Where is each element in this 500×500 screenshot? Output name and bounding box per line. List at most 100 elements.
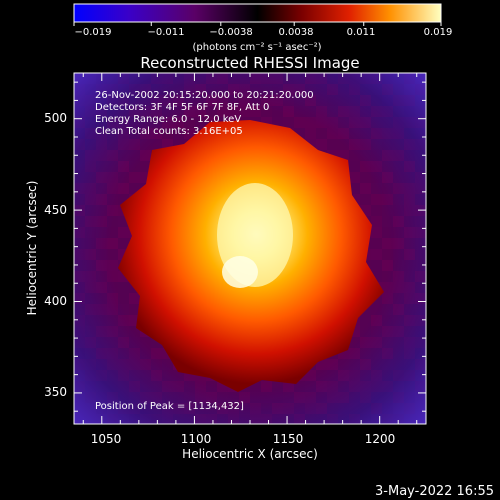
heatmap-pixel (360, 73, 371, 84)
heatmap-pixel (129, 139, 140, 150)
heatmap-pixel (96, 304, 107, 315)
heatmap-pixel (415, 260, 426, 271)
heatmap-pixel (85, 271, 96, 282)
heatmap-pixel (74, 84, 85, 95)
heatmap-pixel (140, 139, 151, 150)
heatmap-pixel (217, 414, 228, 425)
heatmap-pixel (85, 282, 96, 293)
heatmap-pixel (316, 106, 327, 117)
heatmap-pixel (360, 359, 371, 370)
heatmap-pixel (371, 381, 382, 392)
heatmap-pixel (327, 106, 338, 117)
heatmap-pixel (371, 326, 382, 337)
heatmap-pixel (349, 370, 360, 381)
heatmap-pixel (184, 392, 195, 403)
heatmap-pixel (371, 117, 382, 128)
heatmap-pixel (85, 128, 96, 139)
heatmap-pixel (305, 370, 316, 381)
heatmap-pixel (360, 392, 371, 403)
heatmap-pixel (261, 106, 272, 117)
heatmap-pixel (250, 392, 261, 403)
heatmap-pixel (129, 359, 140, 370)
heatmap-pixel (173, 128, 184, 139)
heatmap-pixel (283, 392, 294, 403)
heatmap-pixel (151, 359, 162, 370)
heatmap-pixel (360, 95, 371, 106)
heatmap-pixel (316, 84, 327, 95)
heatmap-pixel (162, 95, 173, 106)
heatmap-pixel (140, 370, 151, 381)
heatmap-pixel (327, 370, 338, 381)
heatmap-pixel (96, 271, 107, 282)
heatmap-pixel (327, 128, 338, 139)
heatmap-pixel (217, 95, 228, 106)
heatmap-pixel (415, 106, 426, 117)
heatmap-pixel (151, 414, 162, 424)
heatmap-pixel (371, 183, 382, 194)
heatmap-pixel (382, 348, 393, 359)
heatmap-pixel (74, 227, 85, 238)
heatmap-pixel (151, 106, 162, 117)
heatmap-pixel (404, 326, 415, 337)
heatmap-pixel (250, 73, 261, 84)
heatmap-pixel (261, 381, 272, 392)
heatmap-pixel (371, 337, 382, 348)
heatmap-pixel (272, 84, 283, 95)
heatmap-pixel (85, 370, 96, 381)
heatmap-pixel (404, 260, 415, 271)
heatmap-pixel (74, 139, 85, 150)
heatmap-pixel (217, 84, 228, 95)
heatmap-pixel (151, 348, 162, 359)
heatmap-pixel (294, 84, 305, 95)
heatmap-pixel (96, 128, 107, 139)
heatmap-pixel (173, 95, 184, 106)
heatmap-pixel (85, 348, 96, 359)
heatmap-pixel (382, 172, 393, 183)
heatmap-pixel (85, 381, 96, 392)
heatmap-pixel (250, 381, 261, 392)
heatmap-pixel (393, 260, 404, 271)
heatmap-pixel (184, 73, 195, 84)
heatmap-pixel (371, 139, 382, 150)
heatmap-pixel (360, 370, 371, 381)
x-tick-label: 1100 (181, 432, 212, 446)
heatmap-pixel (393, 271, 404, 282)
heatmap-pixel (151, 117, 162, 128)
heatmap-pixel (404, 73, 415, 84)
heatmap-pixel (349, 95, 360, 106)
heatmap-pixel (228, 106, 239, 117)
heatmap-pixel (184, 128, 195, 139)
heatmap-pixel (118, 106, 129, 117)
heatmap-pixel (338, 403, 349, 414)
heatmap-pixel (129, 315, 140, 326)
heatmap-pixel (283, 84, 294, 95)
heatmap-pixel (349, 84, 360, 95)
heatmap-pixel (360, 139, 371, 150)
heatmap-pixel (327, 95, 338, 106)
heatmap-pixel (393, 227, 404, 238)
heatmap-pixel (173, 403, 184, 414)
heatmap-pixel (228, 95, 239, 106)
heatmap-pixel (338, 95, 349, 106)
heatmap-pixel (272, 106, 283, 117)
heatmap-pixel (118, 227, 129, 238)
chart-title: Reconstructed RHESSI Image (140, 54, 359, 72)
heatmap-pixel (305, 95, 316, 106)
x-tick-label: 1050 (91, 432, 122, 446)
heatmap-pixel (151, 403, 162, 414)
heatmap-pixel (184, 84, 195, 95)
heatmap-pixel (129, 403, 140, 414)
heatmap-pixel (316, 381, 327, 392)
heatmap-pixel (96, 326, 107, 337)
heatmap-pixel (239, 84, 250, 95)
heatmap-pixel (96, 194, 107, 205)
heatmap-pixel (85, 260, 96, 271)
heatmap-pixel (173, 381, 184, 392)
heatmap-pixel (371, 84, 382, 95)
heatmap-pixel (360, 161, 371, 172)
heatmap-pixel (404, 315, 415, 326)
heatmap-pixel (107, 381, 118, 392)
heatmap-pixel (118, 304, 129, 315)
heatmap-pixel (118, 348, 129, 359)
heatmap-pixel (118, 161, 129, 172)
